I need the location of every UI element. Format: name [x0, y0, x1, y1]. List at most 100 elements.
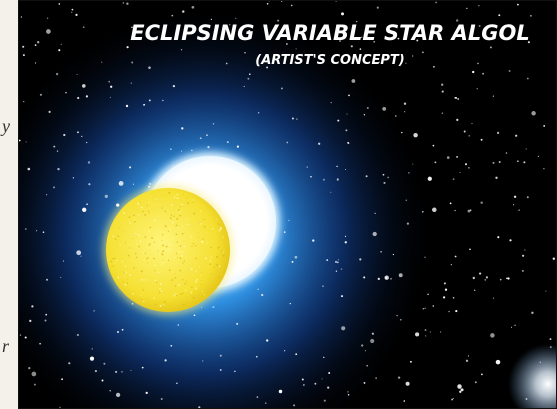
texture-dot: [177, 197, 178, 198]
star: [396, 315, 397, 316]
star: [258, 112, 260, 114]
star: [545, 291, 546, 292]
star: [468, 210, 471, 213]
star: [433, 66, 435, 68]
star: [86, 142, 87, 143]
star: [46, 279, 48, 281]
texture-dot: [156, 304, 157, 305]
texture-dot: [181, 204, 183, 206]
star: [522, 255, 524, 257]
star: [93, 310, 94, 311]
texture-dot: [162, 262, 164, 264]
texture-dot: [187, 202, 189, 204]
texture-dot: [122, 261, 123, 262]
texture-dot: [148, 247, 149, 248]
star: [292, 118, 294, 120]
star: [181, 127, 183, 129]
star: [296, 118, 297, 119]
star: [43, 231, 45, 233]
star: [378, 278, 380, 280]
texture-dot: [136, 243, 137, 244]
texture-dot: [156, 199, 157, 200]
texture-dot: [139, 235, 140, 236]
texture-dot: [145, 279, 147, 281]
star: [35, 44, 37, 46]
texture-dot: [161, 240, 162, 241]
star: [318, 143, 320, 145]
star: [88, 183, 90, 185]
star: [348, 394, 350, 396]
star: [207, 146, 209, 148]
star: [530, 15, 532, 17]
texture-dot: [118, 236, 119, 237]
star: [493, 297, 494, 298]
texture-dot: [154, 304, 155, 305]
texture-dot: [201, 272, 202, 273]
star: [237, 146, 239, 148]
star: [382, 107, 386, 111]
texture-dot: [155, 265, 156, 266]
texture-dot: [217, 223, 218, 224]
star: [192, 6, 195, 9]
star: [40, 94, 42, 96]
texture-dot: [211, 274, 212, 275]
texture-dot: [137, 203, 139, 205]
texture-dot: [125, 271, 127, 273]
star: [291, 5, 293, 7]
star: [25, 228, 27, 230]
star: [200, 137, 202, 139]
subtitle: (ARTIST'S CONCEPT): [255, 53, 404, 68]
texture-dot: [136, 257, 138, 259]
texture-dot: [185, 290, 186, 291]
star: [148, 66, 151, 69]
star: [310, 176, 312, 178]
texture-dot: [167, 249, 169, 251]
star: [472, 71, 474, 73]
texture-dot: [126, 282, 128, 284]
texture-dot: [178, 228, 179, 229]
texture-dot: [160, 283, 162, 285]
texture-dot: [161, 264, 162, 265]
star: [401, 132, 402, 133]
texture-dot: [145, 253, 146, 254]
star: [380, 251, 382, 253]
star: [286, 142, 288, 144]
texture-dot: [195, 271, 196, 272]
star: [451, 399, 453, 401]
texture-dot: [154, 204, 155, 205]
texture-dot: [154, 209, 155, 210]
star: [331, 102, 332, 103]
star: [484, 279, 486, 281]
star: [442, 91, 444, 93]
star: [543, 168, 544, 169]
star: [441, 84, 443, 86]
star: [405, 63, 406, 64]
star: [244, 52, 245, 53]
texture-dot: [176, 224, 178, 226]
texture-dot: [167, 240, 168, 241]
texture-dot: [154, 270, 155, 271]
texture-dot: [153, 258, 154, 259]
texture-dot: [162, 244, 164, 246]
texture-dot: [197, 232, 198, 233]
texture-dot: [176, 198, 177, 199]
texture-dot: [185, 219, 186, 220]
texture-dot: [123, 231, 124, 232]
star: [424, 308, 425, 309]
star: [123, 2, 125, 4]
star: [170, 345, 172, 347]
star: [453, 297, 455, 299]
texture-dot: [134, 219, 135, 220]
star: [257, 396, 259, 398]
texture-dot: [196, 279, 198, 281]
star: [336, 271, 337, 272]
texture-dot: [193, 243, 194, 244]
star: [23, 54, 25, 56]
star: [37, 41, 39, 43]
star: [34, 384, 36, 386]
star: [170, 148, 172, 150]
texture-dot: [205, 258, 207, 260]
texture-dot: [155, 280, 157, 282]
texture-dot: [219, 230, 221, 232]
texture-dot: [191, 237, 192, 238]
